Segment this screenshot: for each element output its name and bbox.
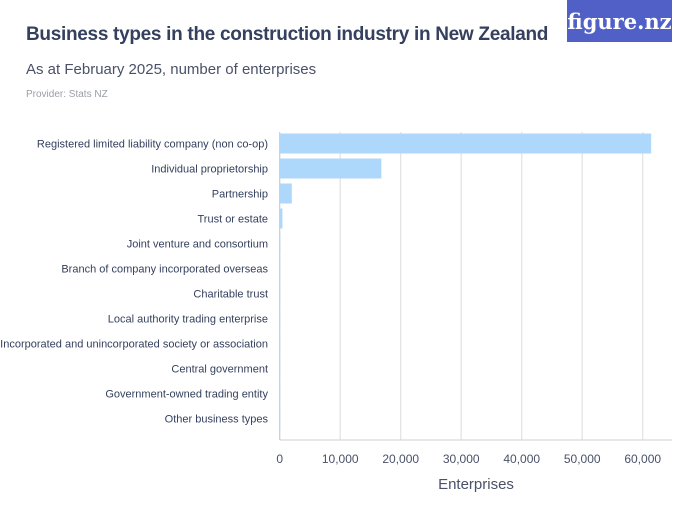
- category-label: Other business types: [165, 414, 269, 426]
- x-tick-label: 0: [276, 452, 283, 466]
- category-label: Registered limited liability company (no…: [37, 139, 268, 151]
- bar: [279, 383, 281, 404]
- x-tick-label: 60,000: [624, 452, 661, 466]
- x-tick-label: 10,000: [322, 452, 359, 466]
- bar: [279, 283, 281, 304]
- figure-nz-logo[interactable]: figure.nz: [567, 0, 672, 42]
- x-tick-label: 20,000: [382, 452, 419, 466]
- category-label: Central government: [171, 364, 268, 376]
- category-label: Government-owned trading entity: [105, 389, 268, 401]
- x-tick-label: 30,000: [443, 452, 480, 466]
- bar: [279, 308, 281, 329]
- bar: [279, 158, 382, 179]
- bar: [279, 233, 281, 254]
- bar: [279, 408, 281, 429]
- provider-text: Provider: Stats NZ: [26, 89, 108, 100]
- bar: [279, 183, 292, 204]
- category-label: Local authority trading enterprise: [108, 314, 268, 326]
- category-label: Trust or estate: [197, 214, 268, 226]
- category-label: Incorporated and unincorporated society …: [0, 339, 268, 351]
- category-label: Branch of company incorporated overseas: [61, 264, 268, 276]
- bar: [279, 208, 283, 229]
- x-tick-label: 40,000: [503, 452, 540, 466]
- chart-subtitle: As at February 2025, number of enterpris…: [26, 61, 317, 78]
- x-tick-label: 50,000: [564, 452, 601, 466]
- category-label: Charitable trust: [193, 289, 268, 301]
- bar: [279, 258, 281, 279]
- chart-title: Business types in the construction indus…: [26, 24, 549, 45]
- bar: [279, 133, 652, 154]
- category-label: Individual proprietorship: [151, 164, 268, 176]
- x-axis-label: Enterprises: [438, 476, 514, 493]
- bar: [279, 358, 281, 379]
- category-label: Partnership: [212, 189, 268, 201]
- bar: [279, 333, 281, 354]
- category-label: Joint venture and consortium: [127, 239, 268, 251]
